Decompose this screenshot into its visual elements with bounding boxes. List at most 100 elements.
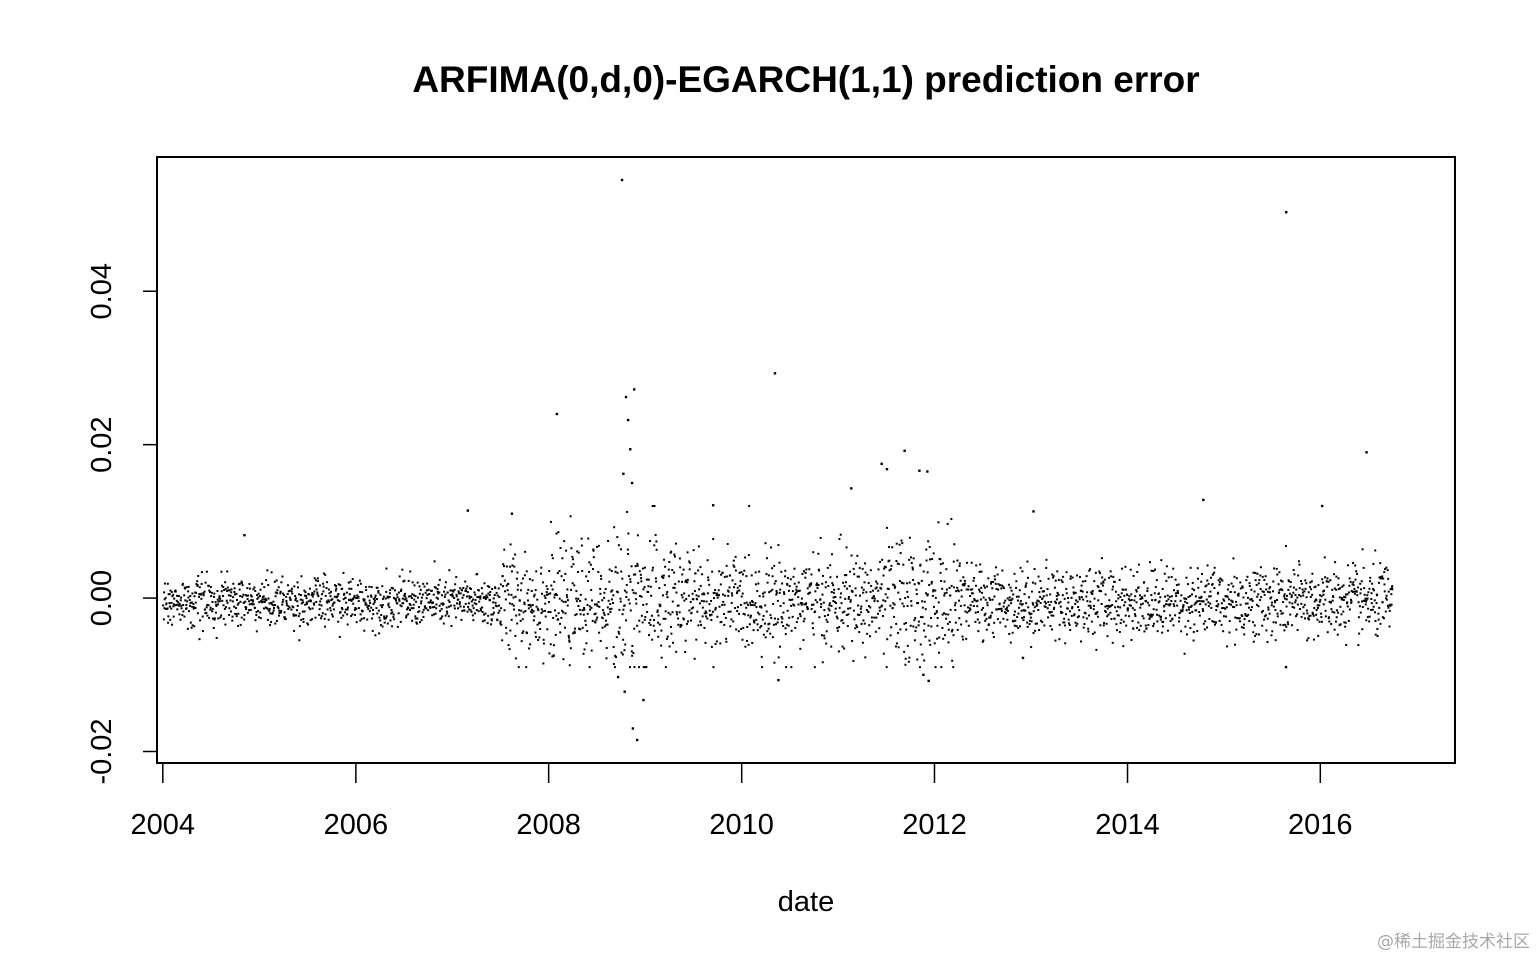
data-point xyxy=(1036,599,1039,602)
data-point xyxy=(474,598,477,601)
data-point xyxy=(979,563,982,566)
data-point xyxy=(272,600,275,603)
data-point xyxy=(233,590,236,593)
data-point xyxy=(399,604,402,607)
data-point xyxy=(620,651,623,654)
data-point xyxy=(200,592,203,595)
data-point xyxy=(928,639,931,642)
data-point xyxy=(969,608,972,611)
data-point xyxy=(300,575,303,578)
data-point xyxy=(1161,631,1164,634)
data-point xyxy=(477,596,480,599)
data-point xyxy=(1359,592,1362,595)
data-point xyxy=(337,620,340,623)
data-point xyxy=(1124,565,1127,568)
data-point xyxy=(1207,605,1210,608)
data-point xyxy=(674,583,677,586)
data-point xyxy=(650,594,653,597)
data-point xyxy=(401,568,404,571)
data-point xyxy=(193,595,196,598)
data-point xyxy=(1207,601,1210,604)
data-point xyxy=(1389,588,1392,591)
data-point xyxy=(461,589,464,592)
data-point xyxy=(677,580,680,583)
data-point xyxy=(758,613,761,616)
data-point xyxy=(1119,622,1122,625)
data-point xyxy=(522,577,525,580)
data-point xyxy=(992,636,995,639)
data-point xyxy=(499,622,502,625)
data-point xyxy=(655,540,658,543)
data-point xyxy=(500,607,503,610)
data-point xyxy=(285,602,288,605)
data-point xyxy=(528,647,531,650)
data-point xyxy=(570,588,573,591)
data-point xyxy=(1155,608,1158,611)
data-point xyxy=(682,618,685,621)
data-point xyxy=(1386,604,1389,607)
data-point xyxy=(466,595,469,598)
data-point xyxy=(1154,586,1157,589)
data-point xyxy=(669,625,672,628)
data-point xyxy=(477,610,480,613)
data-point xyxy=(754,583,757,586)
data-point xyxy=(641,621,644,624)
data-point xyxy=(311,592,314,595)
data-point xyxy=(222,585,225,588)
data-point xyxy=(869,590,872,593)
data-point xyxy=(368,585,371,588)
data-point xyxy=(305,597,308,600)
data-point xyxy=(860,611,863,614)
data-point xyxy=(655,580,658,583)
data-point xyxy=(312,593,315,596)
data-point xyxy=(1339,587,1342,590)
data-point xyxy=(735,628,738,631)
watermark: @稀土掘金技术社区 xyxy=(1377,932,1530,952)
data-point xyxy=(466,585,469,588)
data-point xyxy=(1011,631,1014,634)
data-point xyxy=(699,566,702,569)
data-point xyxy=(773,582,776,585)
data-point xyxy=(1123,594,1126,597)
data-point xyxy=(1155,579,1158,582)
data-point xyxy=(329,595,332,598)
data-point xyxy=(579,628,582,631)
data-point xyxy=(638,630,641,633)
data-point xyxy=(1061,581,1064,584)
data-point xyxy=(217,600,220,603)
data-point xyxy=(889,604,892,607)
data-point xyxy=(973,599,976,602)
data-point xyxy=(1365,619,1368,622)
data-point xyxy=(1166,629,1169,632)
data-point xyxy=(850,554,853,557)
data-point xyxy=(1379,622,1382,625)
data-point xyxy=(1150,594,1153,597)
data-point xyxy=(664,610,667,613)
data-point xyxy=(182,610,185,613)
data-point xyxy=(459,592,462,595)
x-tick-label: 2006 xyxy=(324,809,389,841)
data-point xyxy=(1204,603,1207,606)
data-point xyxy=(1126,609,1129,612)
data-point xyxy=(244,594,247,597)
data-point xyxy=(1071,576,1074,579)
data-point xyxy=(568,640,571,643)
data-point xyxy=(1029,613,1032,616)
data-point xyxy=(1218,581,1221,584)
data-point xyxy=(869,606,872,609)
data-point xyxy=(1289,585,1292,588)
data-point xyxy=(673,553,676,556)
data-point xyxy=(1272,590,1275,593)
data-point xyxy=(314,579,317,582)
data-point xyxy=(473,591,476,594)
data-point xyxy=(1209,595,1212,598)
data-point xyxy=(1189,566,1192,569)
data-point xyxy=(1033,606,1036,609)
data-point xyxy=(1084,612,1087,615)
data-point xyxy=(370,606,373,609)
data-point xyxy=(621,653,624,656)
data-point xyxy=(358,607,361,610)
data-point xyxy=(634,565,637,568)
data-point xyxy=(726,542,729,545)
data-point xyxy=(320,604,323,607)
